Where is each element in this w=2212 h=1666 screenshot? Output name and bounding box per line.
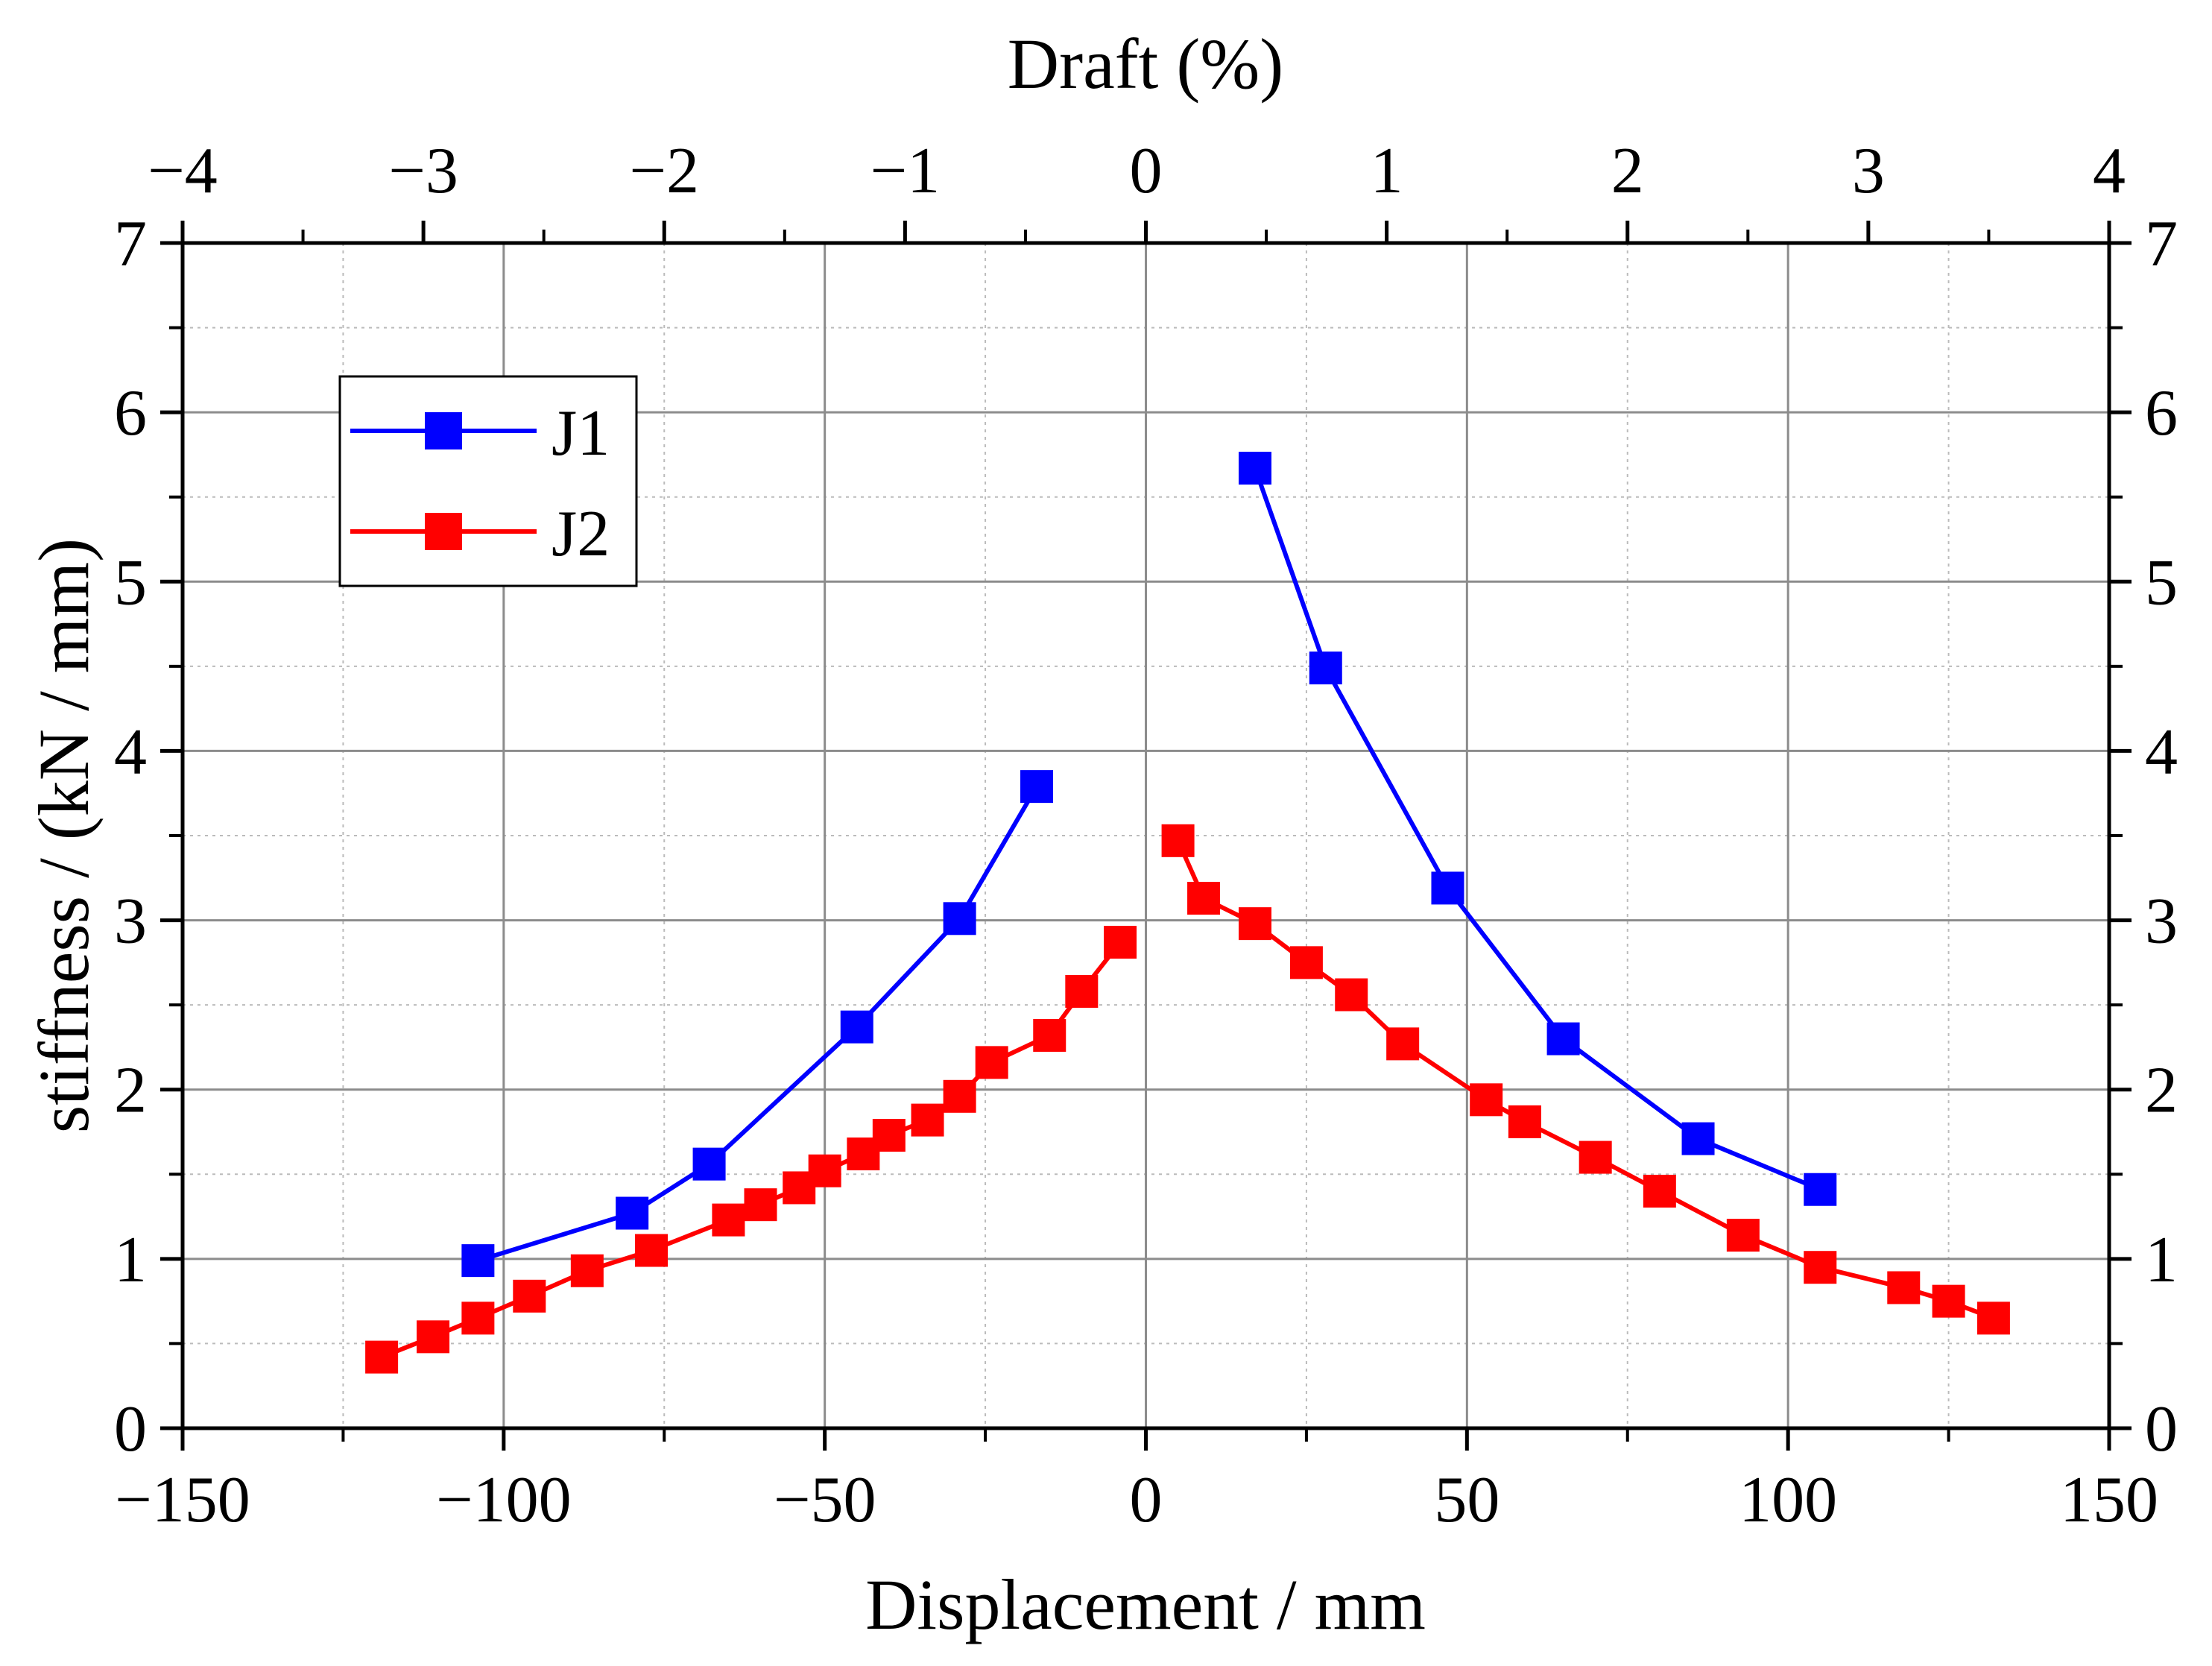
point-j2: [365, 1340, 399, 1374]
x2-tick-label: −3: [388, 135, 458, 207]
x-tick-label: −50: [774, 1464, 876, 1536]
y-right-tick-label: 5: [2145, 546, 2178, 619]
point-j2: [1104, 926, 1137, 959]
legend-marker-j2: [425, 513, 462, 550]
point-j1: [840, 1010, 873, 1044]
y-tick-label: 7: [114, 208, 147, 280]
point-j2: [1161, 824, 1195, 857]
x-tick-label: 150: [2060, 1464, 2158, 1536]
point-j2: [943, 1079, 976, 1113]
x2-tick-label: −2: [629, 135, 699, 207]
point-j2: [1887, 1271, 1921, 1304]
point-j1: [1804, 1173, 1837, 1206]
y-tick-label: 2: [114, 1055, 147, 1127]
point-j2: [1470, 1083, 1503, 1117]
point-j2: [1726, 1219, 1760, 1252]
x-tick-label: 0: [1130, 1464, 1163, 1536]
y-right-tick-label: 6: [2145, 377, 2178, 449]
point-j1: [1309, 651, 1342, 685]
y-right-tick-label: 7: [2145, 208, 2178, 280]
point-j2: [1187, 882, 1221, 915]
x2-tick-label: 0: [1130, 135, 1163, 207]
point-j2: [1238, 907, 1271, 941]
x2-tick-label: −1: [870, 135, 941, 207]
point-j2: [1335, 978, 1368, 1012]
point-j2: [1804, 1251, 1837, 1284]
point-j2: [1976, 1301, 2010, 1335]
point-j1: [1238, 452, 1271, 485]
x-tick-label: −100: [436, 1464, 572, 1536]
point-j1: [1431, 871, 1464, 905]
point-j1: [1020, 770, 1054, 804]
ticks: −150 −100 −50 0 50 100 150 −4 −3 −2 −1 0 1 2 3 4 0 0 1 1 2 2 3…: [114, 135, 2178, 1536]
x2-tick-label: 3: [1852, 135, 1885, 207]
x-tick-label: 50: [1434, 1464, 1500, 1536]
legend-marker-j1: [425, 412, 462, 449]
point-j2: [911, 1103, 944, 1137]
x2-tick-label: 2: [1611, 135, 1644, 207]
point-j2: [1289, 946, 1323, 979]
y-axis-title: stiffness / (kN / mm): [24, 538, 104, 1133]
legend-label-j2: J2: [552, 498, 610, 570]
point-j2: [635, 1234, 669, 1267]
y-tick-label: 4: [114, 716, 147, 788]
point-j2: [1065, 974, 1099, 1008]
point-j1: [943, 902, 976, 935]
point-j2: [975, 1046, 1008, 1079]
y-right-tick-label: 1: [2145, 1224, 2178, 1296]
top-axis-title: Draft (%): [1008, 24, 1283, 104]
legend-label-j1: J1: [552, 397, 610, 470]
point-j1: [1681, 1122, 1715, 1155]
x-axis-title: Displacement / mm: [865, 1565, 1426, 1644]
y-tick-label: 1: [114, 1224, 147, 1296]
point-j2: [461, 1301, 495, 1335]
y-tick-label: 5: [114, 546, 147, 619]
y-tick-label: 3: [114, 886, 147, 958]
legend-box: [338, 375, 638, 587]
point-j2: [570, 1254, 604, 1287]
x2-tick-label: −4: [148, 135, 218, 207]
point-j2: [1033, 1019, 1066, 1053]
point-j2: [1643, 1175, 1676, 1208]
point-j2: [744, 1188, 777, 1222]
point-j2: [1932, 1284, 1965, 1318]
point-j1: [461, 1244, 495, 1278]
y-right-tick-label: 0: [2145, 1393, 2178, 1465]
y-tick-label: 0: [114, 1393, 147, 1465]
point-j2: [808, 1154, 841, 1187]
y-tick-label: 6: [114, 377, 147, 449]
series-line-j1: [1253, 467, 1821, 1192]
series-line-j1: [477, 785, 1039, 1263]
point-j2: [1579, 1140, 1612, 1174]
x2-tick-label: 4: [2093, 135, 2126, 207]
point-j2: [417, 1320, 450, 1354]
y-right-tick-label: 2: [2145, 1055, 2178, 1127]
y-right-tick-label: 4: [2145, 716, 2178, 788]
point-j1: [616, 1196, 649, 1230]
x-tick-label: 100: [1739, 1464, 1837, 1536]
series-layer: [365, 452, 2010, 1374]
point-j2: [712, 1203, 745, 1237]
point-j1: [1546, 1022, 1580, 1056]
legend: J1 J2: [338, 375, 638, 587]
point-j2: [872, 1119, 906, 1152]
point-j2: [1508, 1105, 1541, 1138]
point-j1: [692, 1147, 726, 1181]
y-right-tick-label: 3: [2145, 886, 2178, 958]
point-j2: [513, 1279, 546, 1313]
point-j2: [1386, 1027, 1420, 1061]
x-tick-label: −150: [115, 1464, 250, 1536]
x2-tick-label: 1: [1371, 135, 1403, 207]
